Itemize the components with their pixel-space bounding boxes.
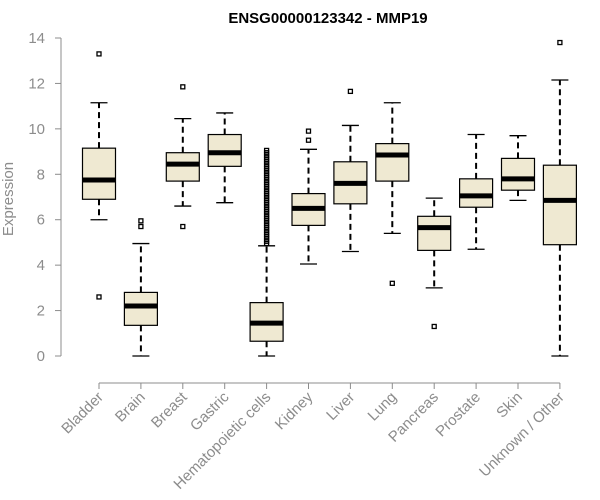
x-tick-label: Lung — [365, 389, 401, 425]
y-tick-label: 12 — [28, 75, 45, 92]
box-unknown-other — [542, 39, 578, 357]
x-tick-label: Prostate — [432, 389, 484, 441]
box-brain — [123, 218, 159, 357]
outlier-point — [347, 88, 354, 95]
outlier-point — [431, 323, 437, 330]
iqr-box — [123, 291, 159, 326]
x-tick-label: Skin — [493, 389, 526, 422]
iqr-box — [459, 178, 494, 208]
outlier-point — [263, 147, 270, 154]
iqr-box — [375, 143, 410, 182]
y-tick-label: 2 — [37, 303, 45, 320]
x-tick-label: Liver — [323, 389, 358, 424]
box-series — [81, 39, 578, 357]
y-tick-label: 4 — [37, 257, 45, 274]
outlier-point — [305, 128, 312, 134]
y-tick-label: 0 — [37, 348, 45, 365]
box-hematopoietic-cells — [249, 147, 284, 357]
outlier-point — [96, 294, 102, 300]
outlier-point — [305, 137, 312, 143]
outlier-point — [180, 84, 186, 90]
outlier-point — [138, 223, 144, 230]
box-pancreas — [417, 197, 452, 330]
y-axis-label: Expression — [0, 162, 17, 236]
y-tick-label: 14 — [28, 30, 45, 47]
x-tick-label: Kidney — [272, 388, 317, 433]
x-tick-label: Bladder — [58, 389, 107, 438]
outlier-point — [389, 280, 395, 286]
box-gastric — [207, 112, 242, 204]
x-tick-label: Breast — [148, 388, 191, 431]
outlier-point — [180, 223, 186, 230]
outlier-point — [96, 51, 102, 57]
x-tick-label: Brain — [112, 389, 149, 426]
box-lung — [375, 102, 410, 286]
iqr-box — [417, 215, 452, 251]
iqr-box — [165, 152, 200, 182]
iqr-box — [81, 147, 117, 200]
iqr-box — [542, 164, 578, 246]
iqr-box — [500, 157, 536, 191]
y-tick-label: 6 — [37, 212, 45, 229]
box-skin — [500, 135, 536, 202]
y-axis: 0 2 4 6 8 10 12 14 — [28, 30, 62, 365]
box-kidney — [291, 128, 326, 265]
chart-title: ENSG00000123342 - MMP19 — [228, 10, 427, 27]
outlier-point — [138, 218, 144, 224]
y-tick-label: 8 — [37, 166, 45, 183]
y-tick-label: 10 — [28, 121, 45, 138]
box-prostate — [459, 133, 494, 250]
box-bladder — [81, 51, 117, 300]
box-liver — [333, 88, 368, 253]
outlier-point — [557, 39, 563, 46]
box-breast — [165, 84, 200, 230]
